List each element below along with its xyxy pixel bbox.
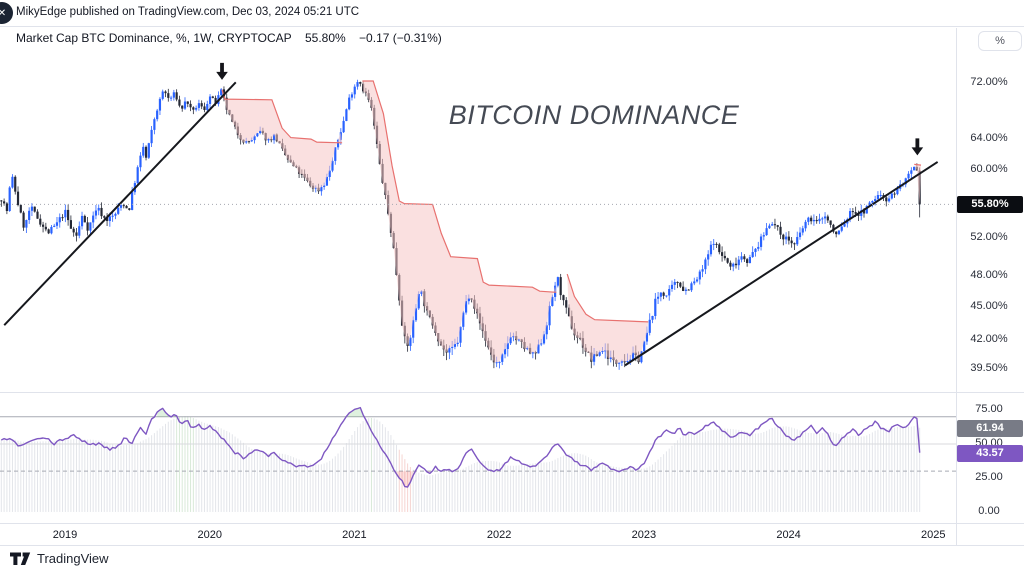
price-tick-label: 52.00% <box>970 230 1008 243</box>
indicator-tick-label: 25.00 <box>975 470 1003 483</box>
price-scale-unit-button[interactable]: % <box>978 31 1022 51</box>
year-label: 2019 <box>52 529 78 541</box>
price-tick-label: 39.50% <box>970 361 1008 374</box>
year-label: 2025 <box>921 529 946 541</box>
price-tick-label: 60.00% <box>970 162 1008 175</box>
avatar-glyph-icon: ✕ <box>0 7 7 19</box>
price-tick-label: 45.00% <box>970 299 1008 312</box>
year-label: 2023 <box>631 529 657 541</box>
publisher-avatar[interactable]: ✕ <box>0 2 13 24</box>
year-label: 2020 <box>197 529 222 541</box>
price-tick-label: 72.00% <box>970 76 1008 88</box>
symbol-header: Market Cap BTC Dominance, %, 1W, CRYPTOC… <box>16 31 452 45</box>
last-price-badge: 55.80% <box>957 195 1023 213</box>
tradingview-logo-icon <box>10 552 31 565</box>
year-label: 2021 <box>342 529 367 541</box>
year-label: 2024 <box>776 529 801 541</box>
year-label: 2022 <box>486 529 512 541</box>
indicator-tick-label: 75.00 <box>975 403 1003 415</box>
price-tick-label: 48.00% <box>970 269 1008 282</box>
indicator-line-badge: 43.57 <box>957 444 1023 462</box>
change-value: −0.17 (−0.31%) <box>359 31 442 45</box>
symbol-title[interactable]: Market Cap BTC Dominance, %, 1W, CRYPTOC… <box>16 31 292 45</box>
last-value: 55.80% <box>305 31 346 45</box>
attribution-bar: ✕ MikyEdge published on TradingView.com,… <box>0 0 1024 26</box>
chart-watermark-title: BITCOIN DOMINANCE <box>448 100 740 130</box>
time-axis[interactable]: 2019 2020 2021 2022 2023 2024 2025 <box>0 524 956 545</box>
price-axis[interactable]: 72.00% 64.00% 60.00% 52.00% 48.00% 45.00% 42.0… <box>956 28 1024 545</box>
tradingview-logo-text: TradingView <box>37 551 109 566</box>
indicator-smoothed-badge: 61.94 <box>957 419 1023 437</box>
price-tick-label: 64.00% <box>970 132 1008 145</box>
attribution-text: MikyEdge published on TradingView.com, D… <box>16 6 360 18</box>
tradingview-logo[interactable]: TradingView <box>10 551 109 566</box>
indicator-tick-label: 0.00 <box>978 504 1000 517</box>
price-tick-label: 42.00% <box>970 332 1008 345</box>
